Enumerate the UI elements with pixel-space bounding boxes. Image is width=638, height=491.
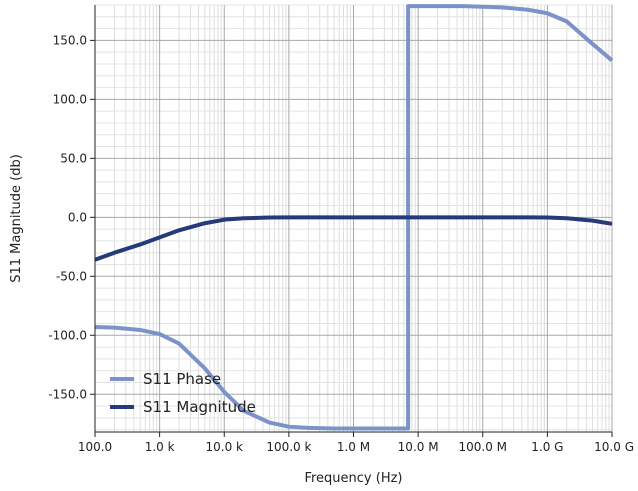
y-axis-title: S11 Magnitude (db)	[9, 154, 24, 283]
legend-label: S11 Magnitude	[143, 398, 256, 416]
x-tick-label: 1.0 G	[531, 440, 563, 454]
y-tick-label: 100.0	[53, 92, 87, 106]
series-layer	[94, 4, 614, 431]
y-tick-label: 0.0	[68, 210, 87, 224]
series-line-magnitude	[94, 215, 613, 262]
x-tick-label: 1.0 k	[145, 440, 175, 454]
x-tick-label: 10.0 k	[206, 440, 244, 454]
axes	[90, 5, 613, 437]
legend: S11 Phase S11 Magnitude	[110, 370, 256, 416]
x-tick-label: 10.0 G	[594, 440, 634, 454]
y-tick-label: 150.0	[53, 33, 87, 47]
y-tick-label: -100.0	[48, 328, 87, 342]
y-tick-label: -50.0	[56, 269, 87, 283]
series-line-phase	[94, 4, 614, 431]
x-tick-label: 10.0 M	[398, 440, 439, 454]
x-tick-label: 100.0 M	[458, 440, 507, 454]
x-tick-label: 1.0 M	[337, 440, 370, 454]
x-tick-labels: 100.0 1.0 k 10.0 k 100.0 k 1.0 M 10.0 M 100.0 …	[78, 440, 634, 454]
y-tick-labels: 150.0 100.0 50.0 0.0 -50.0 -100.0 -150.0	[48, 33, 87, 401]
y-tick-label: -150.0	[48, 387, 87, 401]
legend-label: S11 Phase	[143, 370, 221, 388]
x-tick-label: 100.0 k	[266, 440, 311, 454]
y-tick-label: 50.0	[60, 151, 87, 165]
x-axis-title: Frequency (Hz)	[304, 471, 402, 486]
x-tick-label: 100.0	[78, 440, 112, 454]
